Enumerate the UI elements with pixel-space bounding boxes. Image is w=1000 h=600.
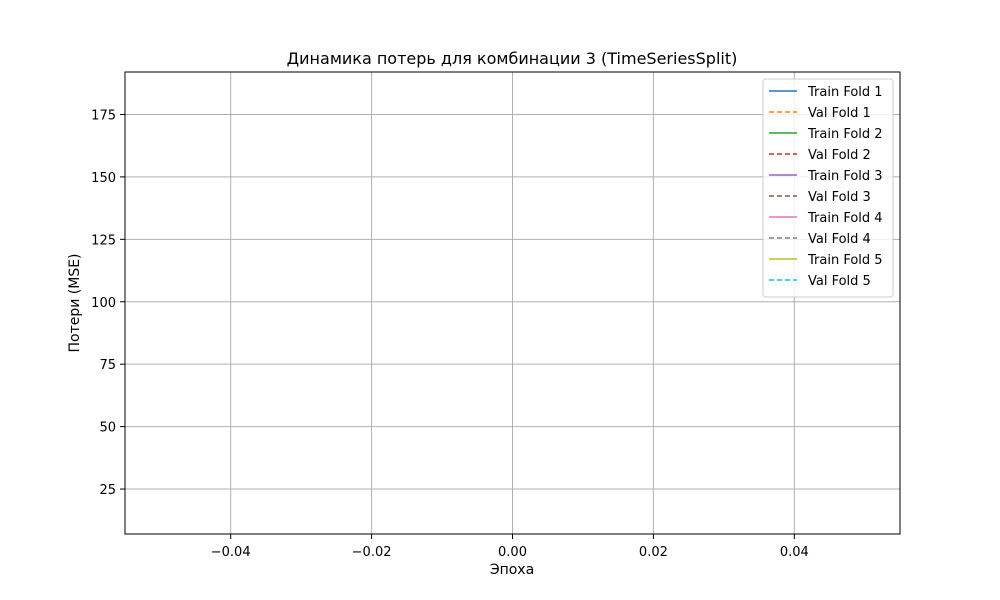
x-tick-label: −0.02 (352, 545, 392, 560)
chart-title: Динамика потерь для комбинации 3 (TimeSe… (287, 49, 738, 68)
legend-label: Train Fold 1 (807, 85, 883, 100)
y-tick-label: 150 (91, 171, 116, 186)
x-axis-label: Эпоха (490, 562, 534, 578)
x-tick-label: −0.04 (211, 545, 251, 560)
legend-label: Val Fold 4 (808, 232, 871, 247)
legend-label: Train Fold 4 (807, 211, 883, 226)
x-tick-label: 0.00 (498, 545, 527, 560)
legend-label: Val Fold 5 (808, 274, 871, 289)
legend-label: Train Fold 2 (807, 127, 883, 142)
legend-label: Val Fold 2 (808, 148, 871, 163)
y-tick-label: 175 (91, 108, 116, 123)
legend-label: Val Fold 3 (808, 190, 871, 205)
legend-label: Train Fold 3 (807, 169, 883, 184)
legend-label: Train Fold 5 (807, 253, 883, 268)
y-tick-label: 125 (91, 233, 116, 248)
y-axis: 25 50 75 100 125 150 175 (91, 108, 125, 498)
x-tick-label: 0.04 (780, 545, 809, 560)
y-tick-label: 25 (99, 483, 116, 498)
y-tick-label: 100 (91, 296, 116, 311)
legend: Train Fold 1 Val Fold 1 Train Fold 2 Val Fo… (762, 78, 894, 298)
y-axis-label: Потери (MSE) (67, 253, 83, 352)
x-tick-label: 0.02 (639, 545, 668, 560)
y-tick-label: 75 (99, 358, 116, 373)
legend-label: Val Fold 1 (808, 106, 871, 121)
x-axis: −0.04 −0.02 0.00 0.02 0.04 (211, 534, 809, 560)
y-tick-label: 50 (99, 421, 116, 436)
